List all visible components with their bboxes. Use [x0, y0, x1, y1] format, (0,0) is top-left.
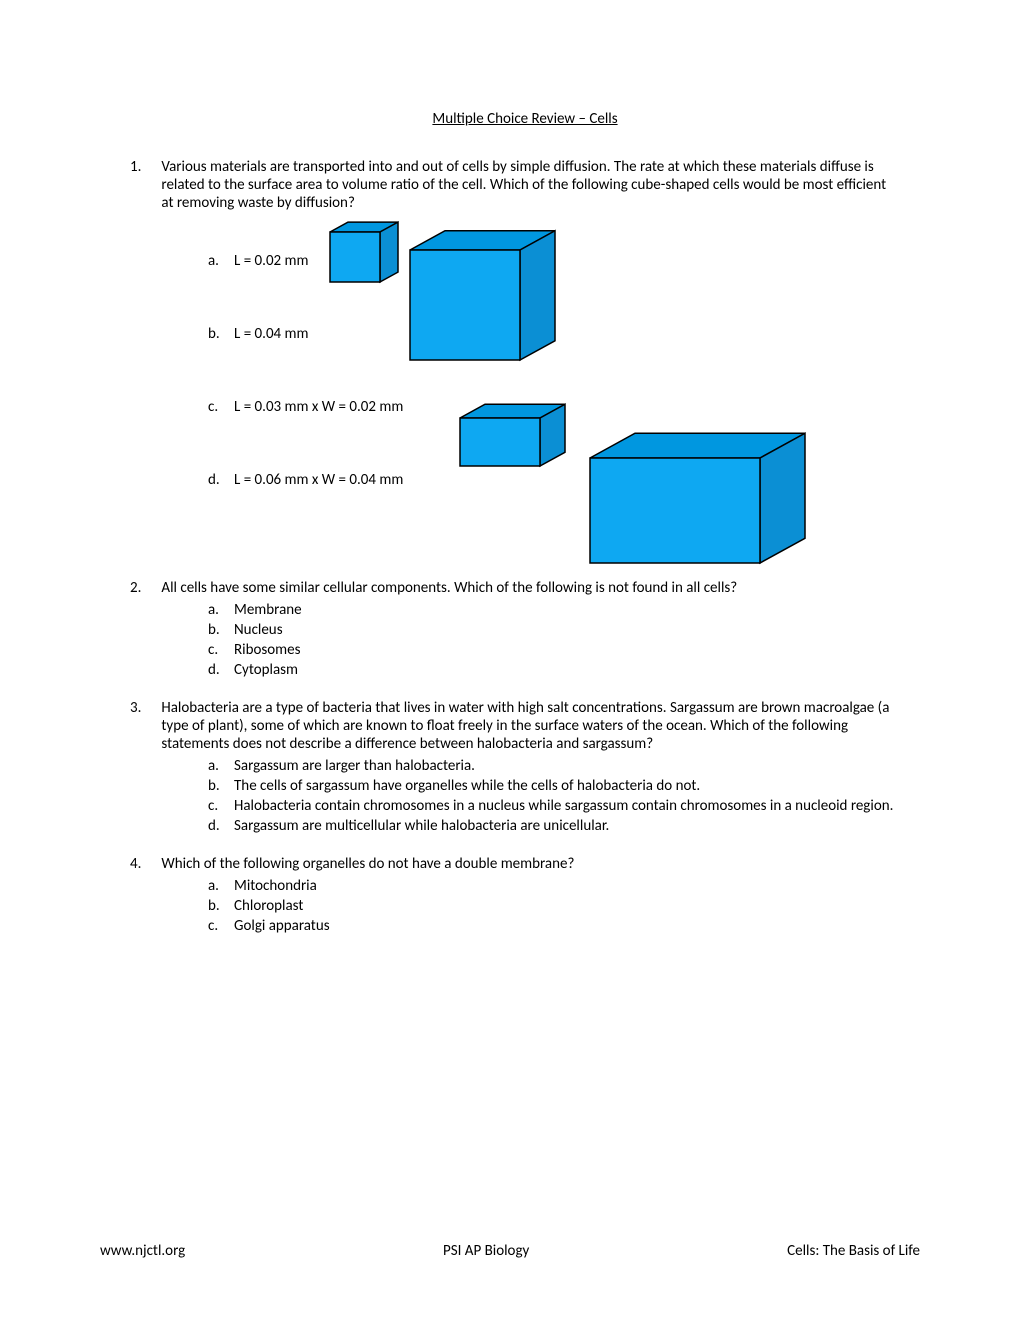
question-4: 4. Which of the following organelles do … — [130, 855, 920, 935]
footer-left: www.njctl.org — [100, 1242, 185, 1260]
option-text: L = 0.02 mm — [234, 252, 309, 270]
q4-option-a: a.Mitochondria — [208, 877, 920, 895]
option-text: Sargassum are multicellular while haloba… — [234, 817, 609, 835]
option-text: L = 0.04 mm — [234, 325, 309, 343]
option-letter: c. — [208, 641, 234, 659]
q3-option-a: a.Sargassum are larger than halobacteria… — [208, 757, 920, 775]
q3-option-d: d.Sargassum are multicellular while halo… — [208, 817, 920, 835]
option-letter: b. — [208, 325, 234, 343]
option-text: Sargassum are larger than halobacteria. — [234, 757, 475, 775]
q2-option-d: d.Cytoplasm — [208, 661, 920, 679]
q3-text: Halobacteria are a type of bacteria that… — [161, 699, 901, 753]
option-letter: d. — [208, 471, 234, 489]
option-letter: b. — [208, 621, 234, 639]
option-text: Nucleus — [234, 621, 283, 639]
option-text: The cells of sargassum have organelles w… — [234, 777, 700, 795]
q1-option-d: d. L = 0.06 mm x W = 0.04 mm — [208, 471, 920, 489]
q2-option-c: c.Ribosomes — [208, 641, 920, 659]
q1-option-c: c. L = 0.03 mm x W = 0.02 mm — [208, 398, 920, 416]
question-3: 3. Halobacteria are a type of bacteria t… — [130, 699, 920, 835]
q1-option-b: b. L = 0.04 mm — [208, 325, 920, 343]
option-text: Membrane — [234, 601, 302, 619]
question-2: 2. All cells have some similar cellular … — [130, 579, 920, 679]
option-text: Mitochondria — [234, 877, 317, 895]
option-letter: d. — [208, 661, 234, 679]
q4-option-c: c.Golgi apparatus — [208, 917, 920, 935]
q4-text: Which of the following organelles do not… — [161, 855, 901, 873]
option-letter: b. — [208, 777, 234, 795]
q1-number: 1. — [130, 158, 158, 176]
option-text: Golgi apparatus — [234, 917, 330, 935]
q3-option-b: b.The cells of sargassum have organelles… — [208, 777, 920, 795]
option-letter: d. — [208, 817, 234, 835]
option-text: Halobacteria contain chromosomes in a nu… — [234, 797, 893, 815]
option-letter: c. — [208, 398, 234, 416]
footer-right: Cells: The Basis of Life — [787, 1242, 920, 1260]
question-1: 1. Various materials are transported int… — [130, 158, 920, 489]
option-letter: c. — [208, 917, 234, 935]
q4-number: 4. — [130, 855, 158, 873]
option-letter: a. — [208, 757, 234, 775]
q3-number: 3. — [130, 699, 158, 717]
q1-option-a: a. L = 0.02 mm — [208, 252, 920, 270]
option-text: L = 0.06 mm x W = 0.04 mm — [234, 471, 403, 489]
option-letter: c. — [208, 797, 234, 815]
option-letter: a. — [208, 252, 234, 270]
option-letter: a. — [208, 601, 234, 619]
q1-text: Various materials are transported into a… — [161, 158, 901, 212]
q4-option-b: b.Chloroplast — [208, 897, 920, 915]
page-footer: www.njctl.org PSI AP Biology Cells: The … — [100, 1242, 920, 1260]
option-text: L = 0.03 mm x W = 0.02 mm — [234, 398, 403, 416]
q2-option-b: b.Nucleus — [208, 621, 920, 639]
option-text: Cytoplasm — [234, 661, 298, 679]
option-letter: b. — [208, 897, 234, 915]
q2-option-a: a.Membrane — [208, 601, 920, 619]
option-letter: a. — [208, 877, 234, 895]
q2-number: 2. — [130, 579, 158, 597]
option-text: Ribosomes — [234, 641, 300, 659]
option-text: Chloroplast — [234, 897, 303, 915]
q2-text: All cells have some similar cellular com… — [161, 579, 901, 597]
footer-center: PSI AP Biology — [443, 1242, 529, 1260]
q3-option-c: c.Halobacteria contain chromosomes in a … — [208, 797, 920, 815]
page-title: Multiple Choice Review – Cells — [130, 110, 920, 128]
